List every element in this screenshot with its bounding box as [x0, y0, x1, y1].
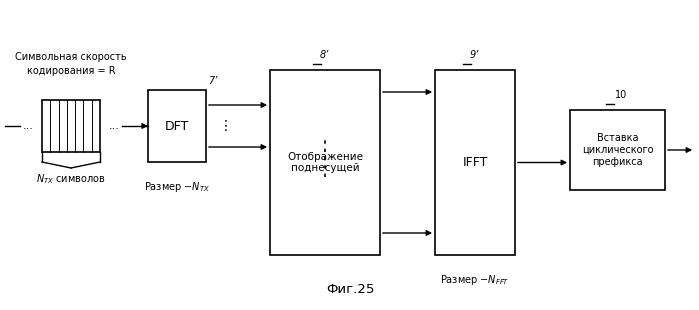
Text: Фиг.25: Фиг.25: [326, 283, 374, 296]
Text: Отображение
поднесущей: Отображение поднесущей: [287, 152, 363, 173]
Bar: [570, 110, 665, 190]
Text: ⋮: ⋮: [219, 119, 233, 133]
Text: ...: ...: [22, 121, 34, 131]
Text: Размер $-N_{FFT}$: Размер $-N_{FFT}$: [440, 273, 510, 287]
Text: Вставка
циклического
префикса: Вставка циклического префикса: [582, 133, 654, 166]
Text: IFFT: IFFT: [462, 156, 488, 169]
Text: ...: ...: [108, 121, 120, 131]
Text: 9’: 9’: [470, 50, 480, 60]
Text: Размер $-N_{TX}$: Размер $-N_{TX}$: [144, 180, 210, 194]
Text: $N_{TX}$ символов: $N_{TX}$ символов: [36, 172, 106, 186]
Text: кодирования = R: кодирования = R: [27, 66, 115, 76]
Text: 10: 10: [614, 90, 627, 100]
Bar: [435, 70, 515, 255]
Bar: [270, 70, 380, 255]
Bar: [42, 100, 100, 152]
Text: 7’: 7’: [208, 76, 217, 86]
Text: Символьная скорость: Символьная скорость: [15, 52, 127, 62]
Text: 8’: 8’: [320, 50, 329, 60]
Text: DFT: DFT: [165, 119, 189, 132]
Bar: [148, 90, 206, 162]
